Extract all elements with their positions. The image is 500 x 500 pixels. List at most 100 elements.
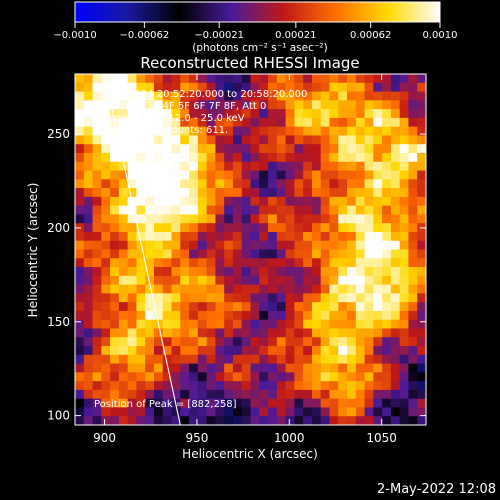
heatmap-cell [320, 302, 330, 312]
heatmap-cell [232, 354, 243, 364]
heatmap-cell [303, 310, 313, 321]
heatmap-cell [101, 223, 111, 233]
heatmap-cell [276, 310, 287, 321]
heatmap-cell [110, 267, 120, 277]
heatmap-cell [101, 144, 111, 154]
heatmap-cell [417, 319, 426, 329]
heatmap-cell [118, 275, 129, 286]
heatmap-cell [162, 319, 172, 329]
heatmap-cell [338, 337, 348, 347]
heatmap-cell [364, 144, 374, 154]
heatmap-cell [232, 109, 243, 119]
heatmap-cell [92, 249, 102, 259]
heatmap-cell [408, 74, 418, 84]
heatmap-cell [268, 302, 278, 312]
heatmap-cell [189, 170, 199, 180]
heatmap-cell [390, 258, 401, 268]
heatmap-cell [197, 267, 208, 277]
heatmap-cell [311, 381, 322, 391]
heatmap-cell [355, 170, 365, 180]
heatmap-cell [171, 284, 181, 294]
heatmap-cell [153, 416, 164, 425]
heatmap-cell [364, 188, 374, 198]
heatmap-cell [118, 188, 129, 198]
heatmap-cell [110, 91, 120, 101]
heatmap-cell [232, 389, 243, 400]
heatmap-cell [171, 267, 181, 277]
heatmap-cell [373, 170, 383, 180]
heatmap-cell [145, 135, 155, 145]
heatmap-cell [294, 82, 304, 92]
heatmap-cell [417, 135, 426, 145]
heatmap-cell [224, 91, 234, 101]
heatmap-cell [408, 293, 418, 303]
heatmap-cell [294, 398, 304, 408]
heatmap-cell [206, 319, 216, 329]
heatmap-cell [136, 117, 146, 128]
heatmap-cell [110, 363, 120, 373]
heatmap-cell [285, 293, 295, 303]
heatmap-cell [294, 126, 304, 136]
heatmap-cell [294, 337, 304, 347]
heatmap-cell [364, 407, 374, 417]
heatmap-cell [338, 293, 348, 303]
heatmap-cell [250, 240, 260, 250]
heatmap-cell [294, 205, 304, 215]
heatmap-cell [197, 117, 208, 128]
heatmap-cell [232, 117, 243, 128]
heatmap-cell [355, 346, 365, 356]
heatmap-cell [215, 100, 225, 110]
heatmap-cell [145, 302, 155, 312]
heatmap-cell [197, 126, 208, 136]
heatmap-cell [197, 170, 208, 180]
heatmap-cell [259, 91, 269, 101]
heatmap-cell [75, 372, 85, 382]
heatmap-cell [355, 319, 365, 329]
heatmap-cell [390, 205, 401, 215]
heatmap-cell [180, 354, 190, 364]
heatmap-cell [303, 91, 313, 101]
heatmap-cell [355, 398, 365, 408]
heatmap-cell [268, 249, 278, 259]
heatmap-cell [294, 74, 304, 84]
heatmap-cell [382, 109, 392, 119]
heatmap-cell [110, 179, 120, 189]
heatmap-cell [373, 328, 383, 338]
heatmap-cell [162, 152, 172, 163]
heatmap-cell [127, 416, 137, 425]
heatmap-cell [136, 214, 146, 224]
heatmap-cell [145, 74, 155, 84]
heatmap-cell [294, 152, 304, 163]
heatmap-cell [373, 144, 383, 154]
heatmap-cell [171, 319, 181, 329]
heatmap-cell [250, 117, 260, 128]
heatmap-cell [206, 302, 216, 312]
heatmap-cell [153, 82, 164, 92]
heatmap-cell [136, 223, 146, 233]
heatmap-cell [382, 346, 392, 356]
heatmap-cell [83, 346, 93, 356]
heatmap-cell [347, 275, 357, 286]
heatmap-cell [303, 363, 313, 373]
heatmap-cell [75, 170, 85, 180]
heatmap-cell [215, 196, 225, 207]
heatmap-cell [320, 152, 330, 163]
heatmap-cell [232, 398, 243, 408]
heatmap-cell [303, 267, 313, 277]
heatmap-cell [259, 214, 269, 224]
heatmap-cell [399, 205, 409, 215]
heatmap-cell [329, 319, 339, 329]
heatmap-cell [390, 144, 401, 154]
heatmap-cell [364, 346, 374, 356]
heatmap-cell [320, 416, 330, 425]
heatmap-cell [101, 249, 111, 259]
heatmap-cell [92, 109, 102, 119]
heatmap-cell [250, 223, 260, 233]
heatmap-cell [75, 389, 85, 400]
heatmap-cell [417, 161, 426, 171]
heatmap-cell [83, 179, 93, 189]
heatmap-cell [285, 117, 295, 128]
heatmap-cell [162, 267, 172, 277]
heatmap-cell [162, 346, 172, 356]
heatmap-cell [92, 74, 102, 84]
